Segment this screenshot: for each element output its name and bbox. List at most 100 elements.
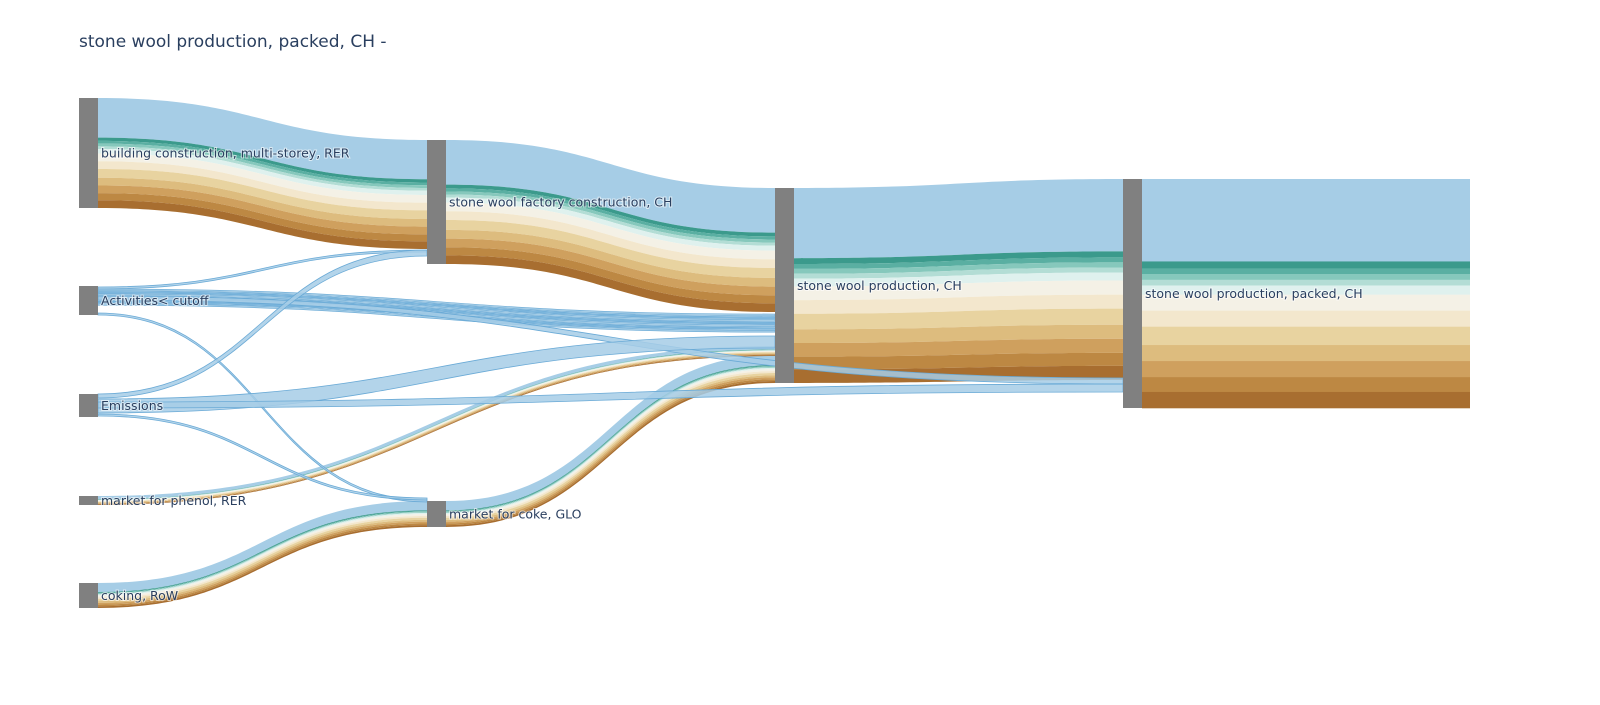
sankey-link-band — [98, 355, 775, 505]
sankey-link-production-to-packed[interactable] — [794, 179, 1123, 383]
sankey-link-band — [98, 349, 775, 500]
sankey-link-band — [97, 413, 428, 501]
sankey-node-label-emissions: Emissions — [101, 398, 163, 413]
sankey-link-band — [794, 257, 1123, 269]
sankey-link-band — [98, 512, 427, 595]
sankey-node-coke[interactable] — [427, 501, 446, 527]
sankey-outflow-band — [1142, 274, 1470, 281]
sankey-outflow-band — [1142, 326, 1470, 346]
sankey-link-band — [98, 519, 427, 603]
sankey-link-band — [98, 501, 427, 592]
sankey-link-band — [98, 161, 427, 211]
sankey-node-production[interactable] — [775, 188, 794, 383]
sankey-node-building[interactable] — [79, 98, 98, 208]
sankey-link-band — [446, 379, 775, 526]
sankey-link-band — [446, 202, 775, 260]
sankey-link-band — [98, 168, 427, 220]
sankey-link-band — [446, 368, 775, 515]
chart-title: stone wool production, packed, CH - — [79, 32, 387, 52]
sankey-link-band — [98, 200, 427, 249]
sankey-link-band — [446, 219, 775, 278]
sankey-link-band — [98, 177, 427, 227]
sankey-link-band — [98, 517, 427, 602]
sankey-link-band — [446, 238, 775, 296]
sankey-link-band — [794, 272, 1123, 287]
sankey-link-band — [98, 146, 427, 191]
sankey-link-band — [98, 140, 427, 186]
sankey-link-band — [794, 294, 1123, 314]
sankey-outflow-packed — [1142, 179, 1470, 409]
sankey-link-band — [446, 369, 775, 516]
sankey-link-band — [98, 523, 427, 607]
sankey-link-factory-to-production[interactable] — [446, 140, 775, 312]
sankey-outflow-band — [1142, 310, 1470, 328]
sankey-outflow-band — [1142, 285, 1470, 295]
sankey-link-emissions-to-coke[interactable] — [97, 413, 428, 501]
sankey-link-band — [98, 350, 775, 501]
sankey-link-band — [446, 377, 775, 524]
sankey-node-label-packed: stone wool production, packed, CH — [1145, 286, 1363, 301]
sankey-link-band — [794, 308, 1123, 330]
sankey-link-band — [446, 197, 775, 251]
sankey-link-emissions-to-factory[interactable] — [97, 249, 428, 399]
sankey-node-packed[interactable] — [1123, 179, 1142, 408]
sankey-link-coking-to-coke[interactable] — [98, 501, 427, 608]
sankey-link-band — [446, 371, 775, 518]
sankey-link-band — [98, 351, 775, 502]
sankey-node-phenol[interactable] — [79, 496, 98, 505]
sankey-node-cutoff[interactable] — [79, 286, 98, 315]
sankey-link-band — [98, 511, 427, 594]
sankey-link-band — [446, 355, 775, 511]
sankey-link-band — [794, 280, 1123, 301]
sankey-outflow-band — [1142, 361, 1470, 378]
sankey-link-band — [98, 525, 427, 608]
sankey-link-building-to-factory[interactable] — [98, 98, 427, 249]
sankey-outflow-band — [1142, 294, 1470, 311]
sankey-link-band — [98, 193, 427, 242]
sankey-node-label-building: building construction, multi-storey, RER — [101, 146, 350, 161]
sankey-link-band — [97, 249, 428, 399]
labels-layer: building construction, multi-storey, RER… — [100, 145, 1364, 605]
sankey-link-band — [446, 375, 775, 522]
sankey-link-band — [446, 140, 775, 233]
sankey-link-band — [446, 247, 775, 304]
sankey-link-band — [794, 179, 1123, 259]
sankey-node-label-coke: market for coke, GLO — [449, 507, 582, 522]
sankey-link-band — [446, 366, 775, 513]
sankey-link-band — [794, 251, 1123, 265]
sankey-link-band — [98, 350, 775, 501]
sankey-link-band — [98, 521, 427, 605]
sankey-outflow-band — [1142, 279, 1470, 286]
sankey-outflow-band — [1142, 391, 1470, 409]
sankey-link-phenol-to-production[interactable] — [98, 346, 775, 505]
sankey-link-band — [446, 191, 775, 243]
sankey-link-band — [98, 353, 775, 504]
sankey-link-band — [98, 513, 427, 596]
sankey-link-band — [446, 184, 775, 237]
sankey-link-band — [794, 262, 1123, 274]
sankey-link-band — [446, 255, 775, 312]
sankey-link-band — [98, 349, 775, 500]
sankey-link-band — [98, 350, 775, 500]
sankey-link-band — [446, 373, 775, 520]
sankey-link-band — [98, 352, 775, 503]
sankey-link-band — [446, 229, 775, 287]
links-layer — [97, 98, 1470, 608]
sankey-link-band — [98, 153, 427, 203]
sankey-outflow-band — [1142, 179, 1470, 262]
sankey-link-coke-to-production[interactable] — [446, 355, 775, 527]
sankey-outflow-band — [1142, 261, 1470, 269]
nodes-layer — [79, 98, 1142, 608]
sankey-link-band — [446, 365, 775, 512]
sankey-link-band — [794, 352, 1123, 370]
sankey-outflow-band — [1142, 345, 1470, 362]
sankey-node-coking[interactable] — [79, 583, 98, 608]
sankey-node-factory[interactable] — [427, 140, 446, 264]
sankey-link-band — [98, 143, 427, 188]
sankey-link-band — [98, 354, 775, 505]
sankey-link-band — [446, 194, 775, 246]
sankey-link-band — [98, 510, 427, 593]
sankey-link-band — [446, 211, 775, 268]
sankey-node-emissions[interactable] — [79, 394, 98, 417]
